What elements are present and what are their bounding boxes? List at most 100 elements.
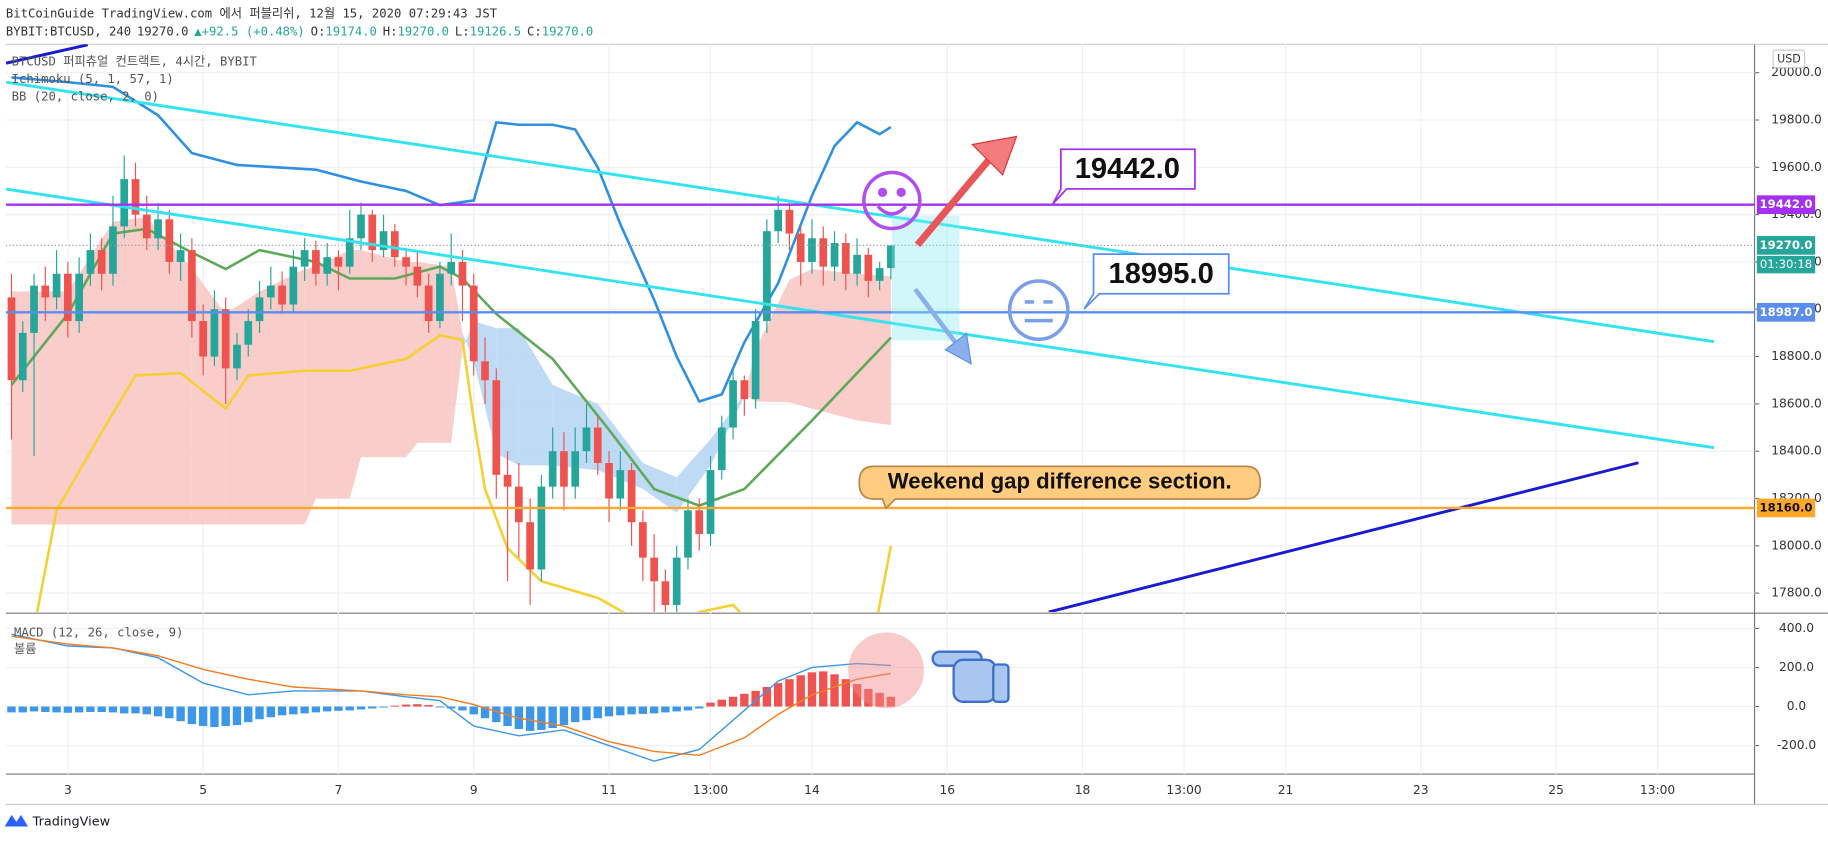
macd-bar [52,706,61,713]
macd-bar [86,706,95,712]
price: 19270.0 [137,24,189,38]
cloud-segment [360,250,407,458]
macd-bar [683,706,693,711]
candle-body [142,214,151,239]
macd-bar [627,706,636,715]
macd-bar [706,702,715,707]
macd-bar [221,706,230,727]
candle-body [109,226,117,274]
candle-body [458,261,467,286]
macd-bar [773,683,783,707]
candle-body [763,231,771,322]
cloud-segment [755,279,790,403]
candle-body [729,380,737,428]
candle-body [221,309,230,369]
cloud-segment [225,291,260,525]
macd-bar [108,706,118,713]
macd-bar [435,706,445,708]
cloud-segment [417,261,452,443]
candle-body [413,266,422,286]
legend-macd: MACD (12, 26, close, 9) [14,626,183,640]
up-arrow [914,135,1018,248]
x-tick-label: 25 [1548,783,1564,797]
macd-bar [751,690,760,707]
footer: TradingView [32,814,110,829]
price-tag-label: 18160.0 [1759,500,1812,514]
candle-body [188,250,196,322]
x-tick-label: 14 [804,783,820,797]
candle-body [199,321,208,357]
macd-bar [255,706,264,720]
cloud-segment [496,328,519,466]
y-tick-label: 200.0 [1779,660,1814,674]
candle-body [312,250,320,274]
candle-body [52,273,61,298]
macd-bar [458,706,467,711]
candle-body [244,321,253,345]
candle-body [120,179,129,227]
macd-bar [356,706,366,710]
candle-body [571,451,580,487]
macd-bar [503,706,512,727]
candle-body [424,285,433,322]
candle-body [661,581,670,605]
macd-bar [649,706,659,714]
cloud-segment [304,266,316,525]
cloud-segment [857,273,891,426]
candle-body [887,245,895,269]
price-tag [1756,302,1816,322]
cloud-segment [789,269,812,409]
cloud-segment [676,439,711,513]
candle-body [210,309,219,357]
candle-body [616,470,625,499]
candle-body [86,250,95,274]
candle-body [548,451,557,487]
macd-bar [334,706,343,711]
change: ▲+92.5 (+0.48%) [194,24,304,38]
candle-body [176,250,185,262]
macd-bar [345,706,354,711]
annotation: Weekend gap difference section. [888,468,1232,493]
macd-bar [796,675,805,707]
candle-body [537,486,546,570]
macd-bar [762,687,772,707]
candle-body [289,266,298,305]
macd-bar [480,706,490,719]
down-arrow [913,287,972,365]
macd-bar [277,706,287,716]
macd-bar [244,706,253,723]
candle-body [695,510,704,534]
overlay-layer: 19442.0 18995.0 Weekend gap difference s… [4,6,1806,829]
candle-body [526,522,534,570]
candle-body [627,470,636,523]
macd-bar [525,706,535,731]
macd-bar [830,674,839,707]
macd-bar [661,706,670,713]
candle-body [808,238,816,262]
candle-body [357,214,365,239]
legend-bb: BB (20, close, 2, 0) [12,89,159,103]
macd-bar [886,696,896,707]
macd-bar [29,706,39,712]
annotation: 19442.0 [1075,153,1180,185]
o-label: O: [311,24,326,38]
macd-bar [120,706,129,714]
candle-body [323,257,332,274]
x-tick-label: 16 [939,783,955,797]
macd-bar [424,704,433,707]
candle-body [672,557,681,605]
trendline [5,187,1715,450]
price-tag [1756,236,1816,255]
macd-bar [311,706,321,713]
indicator-line [11,76,892,404]
macd-bar [7,706,16,713]
hand-icon [931,650,1010,703]
c-label: C: [527,24,542,38]
macd-bar [390,705,400,707]
macd-bar [63,706,73,713]
currency: USD [1777,52,1801,65]
candle-body [402,257,410,267]
cloud-segment [406,261,418,458]
macd-pane [7,633,896,762]
